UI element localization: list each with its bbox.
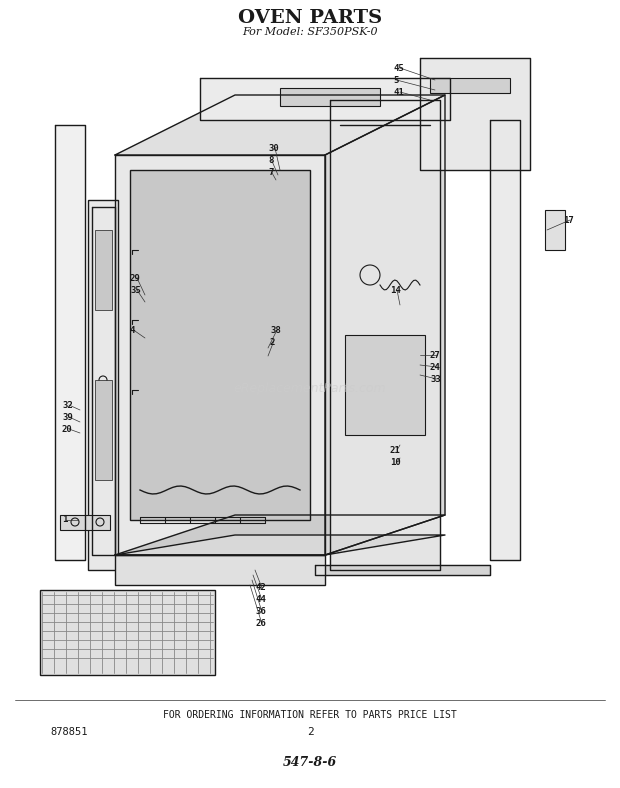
Text: For Model: SF350PSK-0: For Model: SF350PSK-0 bbox=[242, 27, 378, 37]
Bar bbox=[95, 380, 112, 480]
Text: 42: 42 bbox=[255, 583, 266, 593]
Text: 41: 41 bbox=[393, 87, 404, 96]
Bar bbox=[430, 78, 510, 93]
Text: 38: 38 bbox=[270, 325, 281, 334]
Polygon shape bbox=[92, 207, 115, 555]
Text: 35: 35 bbox=[130, 285, 141, 295]
Text: 21: 21 bbox=[390, 445, 401, 455]
Text: FOR ORDERING INFORMATION REFER TO PARTS PRICE LIST: FOR ORDERING INFORMATION REFER TO PARTS … bbox=[163, 710, 457, 720]
Polygon shape bbox=[325, 95, 445, 555]
Text: 17: 17 bbox=[563, 215, 574, 225]
Bar bbox=[115, 555, 325, 585]
Text: 878851: 878851 bbox=[50, 727, 87, 737]
Text: 45: 45 bbox=[393, 64, 404, 72]
Text: 33: 33 bbox=[430, 374, 441, 384]
Polygon shape bbox=[315, 565, 490, 575]
Text: 547-8-6: 547-8-6 bbox=[283, 756, 337, 768]
Polygon shape bbox=[490, 120, 520, 560]
Polygon shape bbox=[55, 125, 85, 560]
Bar bbox=[280, 88, 380, 106]
Text: 44: 44 bbox=[255, 596, 266, 604]
Polygon shape bbox=[115, 515, 445, 555]
Text: OVEN PARTS: OVEN PARTS bbox=[238, 9, 382, 27]
Text: 20: 20 bbox=[62, 425, 73, 433]
Bar bbox=[88, 200, 118, 570]
Text: 2: 2 bbox=[270, 337, 275, 347]
Polygon shape bbox=[200, 78, 450, 120]
Text: 26: 26 bbox=[255, 619, 266, 629]
Bar bbox=[95, 230, 112, 310]
Polygon shape bbox=[420, 58, 530, 170]
Polygon shape bbox=[115, 155, 325, 555]
Bar bbox=[545, 210, 565, 250]
Polygon shape bbox=[115, 95, 445, 155]
Polygon shape bbox=[330, 100, 440, 570]
Text: 10: 10 bbox=[390, 458, 401, 466]
Text: 27: 27 bbox=[430, 351, 441, 359]
Text: 14: 14 bbox=[390, 285, 401, 295]
Bar bbox=[130, 170, 310, 520]
Text: 4: 4 bbox=[130, 325, 135, 334]
Text: 36: 36 bbox=[255, 608, 266, 616]
Bar bbox=[40, 590, 215, 675]
Text: 5: 5 bbox=[393, 76, 399, 84]
Bar bbox=[345, 335, 425, 435]
Text: 8: 8 bbox=[268, 155, 273, 165]
Text: 1: 1 bbox=[62, 515, 68, 525]
Text: 2: 2 bbox=[307, 727, 313, 737]
Text: 7: 7 bbox=[268, 168, 273, 177]
Text: 30: 30 bbox=[268, 143, 279, 153]
Text: 39: 39 bbox=[62, 412, 73, 422]
Polygon shape bbox=[115, 535, 445, 555]
Text: eReplacementParts.com: eReplacementParts.com bbox=[234, 381, 386, 395]
Text: 24: 24 bbox=[430, 362, 441, 371]
Bar bbox=[60, 515, 110, 530]
Text: 32: 32 bbox=[62, 400, 73, 410]
Text: 29: 29 bbox=[130, 273, 141, 283]
